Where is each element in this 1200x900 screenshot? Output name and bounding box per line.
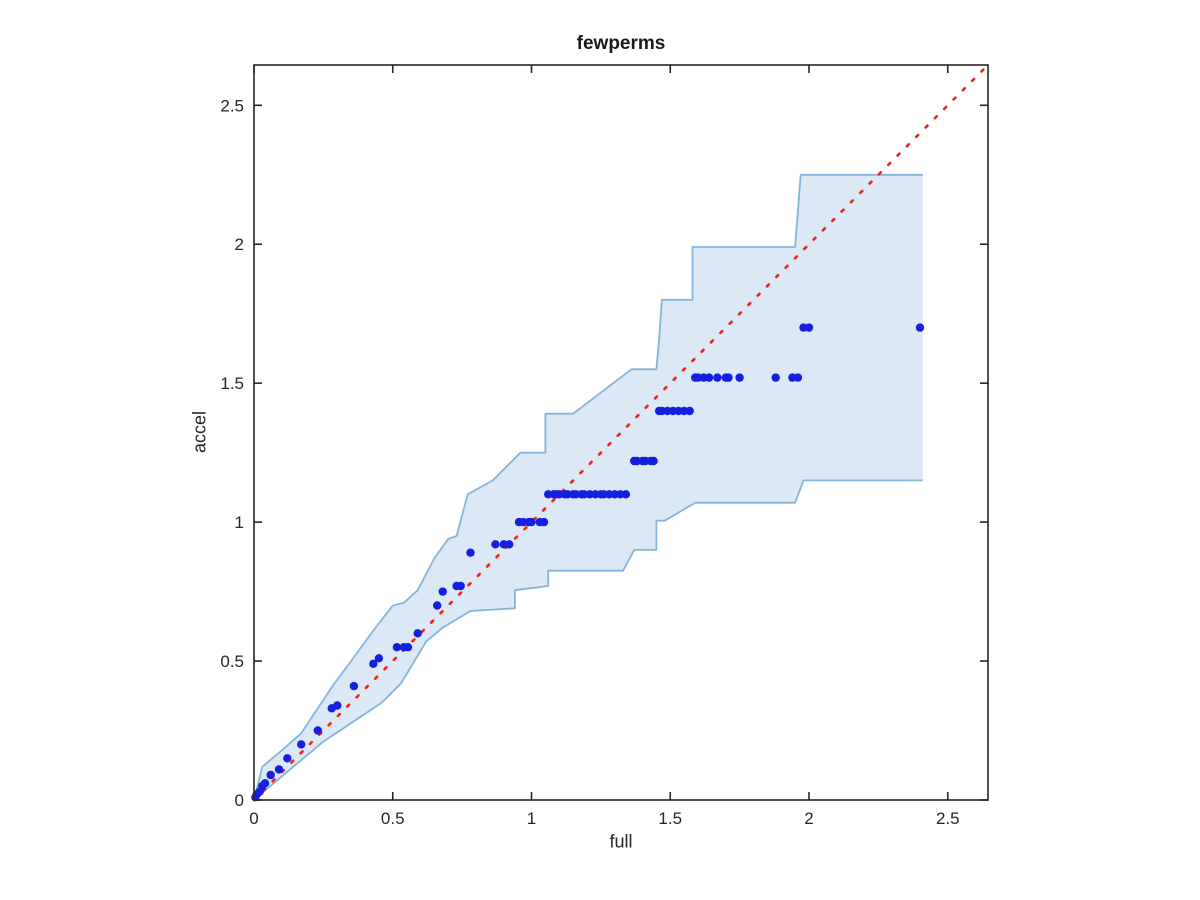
- scatter-point: [491, 540, 500, 549]
- x-tick-label: 2: [804, 809, 813, 828]
- scatter-point: [713, 373, 722, 382]
- x-tick-label: 1.5: [658, 809, 682, 828]
- y-axis-label: accel: [189, 410, 210, 454]
- x-tick-label: 2.5: [936, 809, 960, 828]
- scatter-point: [793, 373, 803, 382]
- scatter-point: [915, 323, 925, 332]
- scatter-point: [735, 373, 744, 382]
- scatter-point: [804, 323, 814, 332]
- axes-box: [253, 64, 989, 801]
- scatter-point: [539, 517, 549, 527]
- scatter-point: [771, 373, 780, 382]
- scatter-point: [260, 779, 270, 788]
- y-tick-label: 0.5: [220, 652, 244, 671]
- x-tick-label: 0: [249, 809, 258, 828]
- scatter-point: [274, 765, 284, 774]
- y-tick-label: 2: [235, 235, 244, 254]
- scatter-point: [649, 456, 658, 466]
- x-tick-label: 1: [527, 809, 536, 828]
- confidence-band: [254, 174, 923, 801]
- scatter-point: [349, 681, 359, 691]
- scatter-point: [527, 517, 536, 527]
- band-upper-edge: [253, 173, 923, 801]
- scatter-point: [456, 581, 465, 591]
- scatter-point: [369, 659, 378, 668]
- chart-title: fewperms: [576, 33, 666, 54]
- scatter-point: [297, 740, 306, 749]
- scatter-point: [685, 406, 694, 416]
- scatter-point: [466, 548, 475, 557]
- y-tick-label: 1: [235, 513, 244, 532]
- scatter-point: [283, 754, 292, 763]
- scatter-point: [505, 540, 514, 549]
- scatter-point: [374, 654, 384, 663]
- y-tick-label: 1.5: [220, 374, 244, 393]
- scatter-point: [333, 701, 342, 710]
- scatter-point: [621, 490, 631, 499]
- scatter-point: [438, 587, 447, 596]
- x-axis-label: full: [609, 831, 633, 852]
- scatter-point: [392, 643, 402, 652]
- identity-reference-line: [252, 63, 990, 802]
- scatter-point: [313, 726, 322, 735]
- band-lower-edge: [253, 479, 923, 801]
- y-tick-label: 2.5: [220, 96, 244, 115]
- scatter-point: [724, 373, 733, 382]
- scatter-point: [403, 643, 413, 652]
- x-tick-label: 0.5: [381, 809, 405, 828]
- scatter-point: [433, 601, 442, 610]
- scatter-point: [413, 629, 422, 638]
- scatter-point: [266, 770, 275, 780]
- y-tick-label: 0: [235, 791, 244, 810]
- scatter-point: [704, 373, 714, 382]
